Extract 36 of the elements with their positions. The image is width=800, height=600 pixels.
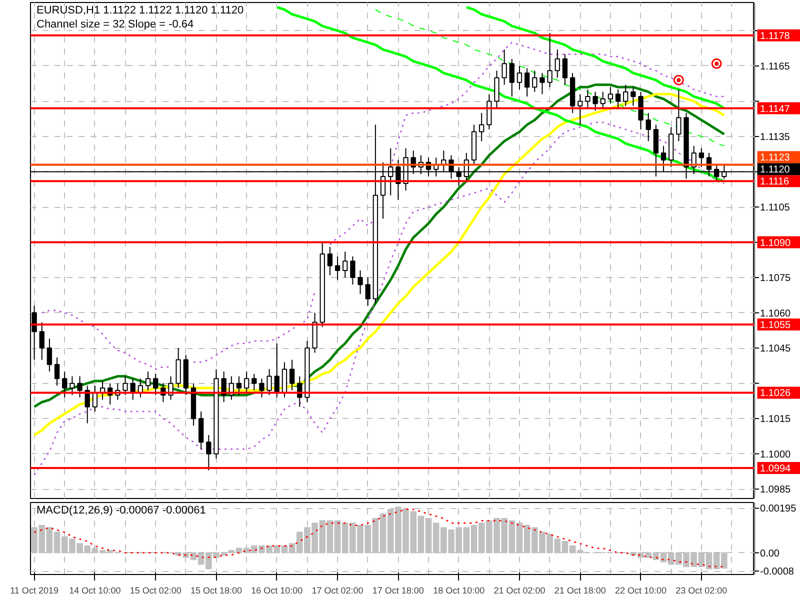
y-tick-label: 0.00195 <box>760 504 797 515</box>
ref-line-label: 1.1116 <box>760 176 790 188</box>
ref-line-label: 1.1120 <box>760 164 790 176</box>
y-tick-label: 1.0985 <box>760 484 792 496</box>
y-tick-label: 0.00 <box>760 548 780 560</box>
y-tick-label: 1.1075 <box>760 273 792 284</box>
y-tick-label: 1.1135 <box>760 132 790 143</box>
annotation: Channel size = 32 Slope = -0.64 <box>36 18 194 30</box>
y-tick-label: 1.1015 <box>760 414 792 426</box>
y-tick-label: 1.1105 <box>760 202 790 214</box>
x-tick-label: 14 Oct 10:00 <box>69 586 121 596</box>
y-tick-label: 1.1000 <box>760 449 792 460</box>
ref-line-label: 1.1090 <box>760 238 792 249</box>
x-tick-label: 15 Oct 18:00 <box>190 586 242 596</box>
x-tick-label: 16 Oct 10:00 <box>251 586 303 596</box>
x-tick-label: 22 Oct 10:00 <box>615 586 667 596</box>
y-tick-label: 1.1165 <box>760 61 790 72</box>
ref-line-label: 1.1026 <box>760 388 792 400</box>
y-tick-label: -0.0008 <box>760 566 794 578</box>
x-tick-label: 11 Oct 2019 <box>10 586 58 596</box>
ref-line-label: 1.1147 <box>760 104 790 115</box>
ref-line-label: 1.1055 <box>760 320 792 332</box>
x-tick-label: 18 Oct 10:00 <box>433 586 485 596</box>
x-tick-label: 17 Oct 02:00 <box>312 586 364 596</box>
x-tick-label: 21 Oct 02:00 <box>494 586 546 596</box>
ref-line-label: 1.0994 <box>760 463 792 474</box>
x-tick-label: 17 Oct 18:00 <box>372 586 424 596</box>
y-tick-label: 1.1045 <box>760 344 792 355</box>
x-tick-label: 21 Oct 18:00 <box>554 586 606 596</box>
chart-title: EURUSD,H1 1.1122 1.1122 1.1120 1.1120 <box>36 4 244 16</box>
x-tick-label: 23 Oct 02:00 <box>676 586 728 596</box>
chart-title: MACD(12,26,9) -0.00067 -0.00061 <box>36 504 206 516</box>
ref-line-label: 1.1123 <box>760 152 790 164</box>
x-tick-label: 15 Oct 02:00 <box>130 586 182 596</box>
ref-line-label: 1.1178 <box>760 30 790 42</box>
y-tick-label: 1.1060 <box>760 308 792 320</box>
